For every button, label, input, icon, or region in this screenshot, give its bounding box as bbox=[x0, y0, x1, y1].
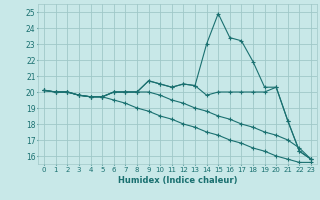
X-axis label: Humidex (Indice chaleur): Humidex (Indice chaleur) bbox=[118, 176, 237, 185]
